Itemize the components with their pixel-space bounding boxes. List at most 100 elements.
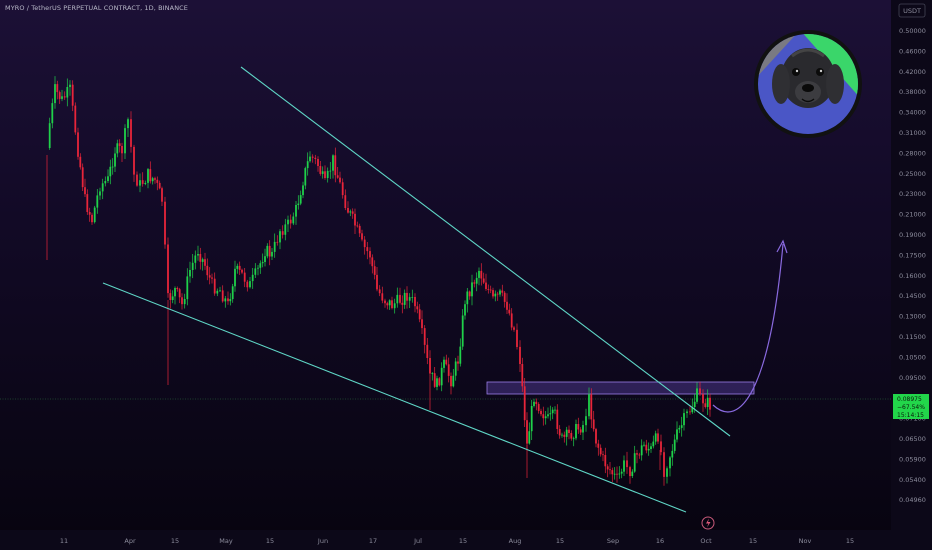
candle-body (689, 411, 691, 413)
candle-body (339, 177, 341, 183)
candle-body (351, 211, 354, 214)
candle-body (358, 225, 361, 234)
candle-body (699, 388, 701, 395)
price-tick-label: 0.09500 (899, 374, 926, 382)
candle-body (66, 87, 69, 98)
candle-body (281, 231, 284, 235)
candle-body (652, 441, 655, 447)
candle-body (156, 179, 159, 183)
projection-arrowhead (776, 239, 788, 254)
candle-body (341, 182, 344, 196)
candle-body (588, 394, 590, 417)
candle-body (114, 153, 116, 167)
candle-body (494, 293, 497, 297)
candle-body (61, 96, 63, 99)
candle-body (585, 416, 587, 426)
candle-body (314, 157, 317, 159)
price-tick-label: 0.23000 (899, 190, 926, 198)
candle-body (461, 315, 464, 347)
candle-body (475, 277, 478, 284)
candle-body (599, 447, 602, 455)
candle-body (91, 214, 93, 223)
candle-body (216, 290, 219, 294)
candle-body (344, 195, 347, 208)
candle-body (547, 414, 549, 417)
candle-body (69, 84, 71, 87)
candle-body (149, 169, 152, 182)
candle-body (99, 191, 101, 196)
candle-body (519, 346, 521, 364)
candle-body (590, 394, 593, 420)
candle-body (154, 178, 156, 180)
candle-body (706, 397, 709, 407)
candle-body (191, 262, 194, 270)
candle-body (489, 289, 492, 291)
candle-body (438, 378, 441, 386)
currency-label-box[interactable] (898, 3, 926, 18)
candle-body (513, 327, 515, 330)
candle-body (101, 183, 104, 192)
candle-body (201, 259, 204, 262)
time-tick-label: 15 (171, 537, 179, 545)
lower-trendline (102, 282, 687, 513)
candle-body (213, 278, 216, 294)
last-price-box: 0.08975 −67.54% 15:14:15 (893, 394, 929, 419)
candle-body (302, 185, 304, 196)
candle-body (683, 413, 685, 426)
candle-body (650, 446, 652, 449)
candle-body (473, 282, 476, 284)
candle-body (487, 289, 490, 290)
candle-body (558, 429, 561, 436)
candle-body (251, 274, 254, 282)
candle-body (542, 414, 545, 419)
candle-body (227, 298, 229, 302)
price-tick-label: 0.14500 (899, 292, 926, 300)
price-tick-label: 0.05400 (899, 476, 926, 484)
price-tick-label: 0.50000 (899, 27, 926, 35)
candle-body (295, 205, 297, 217)
candle-body (221, 290, 224, 302)
candle-body (671, 450, 674, 458)
candle-body (77, 132, 79, 157)
candle-body (118, 143, 121, 146)
candle-body (561, 434, 563, 436)
candle-body (709, 397, 711, 410)
candle-body (261, 262, 264, 264)
candle-body (496, 293, 499, 295)
candle-body (208, 275, 211, 278)
candle-body (595, 429, 597, 444)
price-axis: 0.50000 0.46000 0.42000 0.38000 0.34000 0.310… (899, 27, 926, 504)
candle-body (431, 373, 434, 374)
candle-body (326, 170, 329, 178)
candle-body (317, 159, 319, 166)
candle-body (306, 161, 309, 169)
lightning-icon[interactable] (701, 516, 715, 530)
candle-body (371, 257, 374, 267)
candle-body (63, 96, 66, 98)
candle-body (84, 187, 86, 195)
price-tick-label: 0.31000 (899, 129, 926, 137)
candle-body (521, 364, 524, 387)
candle-body (58, 92, 61, 99)
resistance-zone (486, 381, 755, 395)
candle-body (403, 292, 406, 305)
candle-body (266, 245, 269, 257)
candle-body (631, 471, 634, 476)
candle-body (211, 277, 213, 279)
candle-body (391, 300, 393, 309)
candle-body (454, 361, 457, 376)
candle-body (271, 251, 273, 257)
time-tick-label: Jun (317, 537, 328, 545)
candle-body (604, 455, 607, 467)
candle-body (535, 401, 538, 404)
candle-body (570, 433, 573, 439)
candle-body (506, 301, 508, 310)
candles-group (46, 76, 711, 486)
candle-body (304, 168, 307, 186)
candle-body (204, 259, 206, 266)
candle-body (418, 309, 421, 320)
time-tick-label: Nov (799, 537, 812, 545)
candle-body (396, 294, 399, 304)
candle-body (609, 469, 611, 471)
candle-body (88, 212, 91, 215)
